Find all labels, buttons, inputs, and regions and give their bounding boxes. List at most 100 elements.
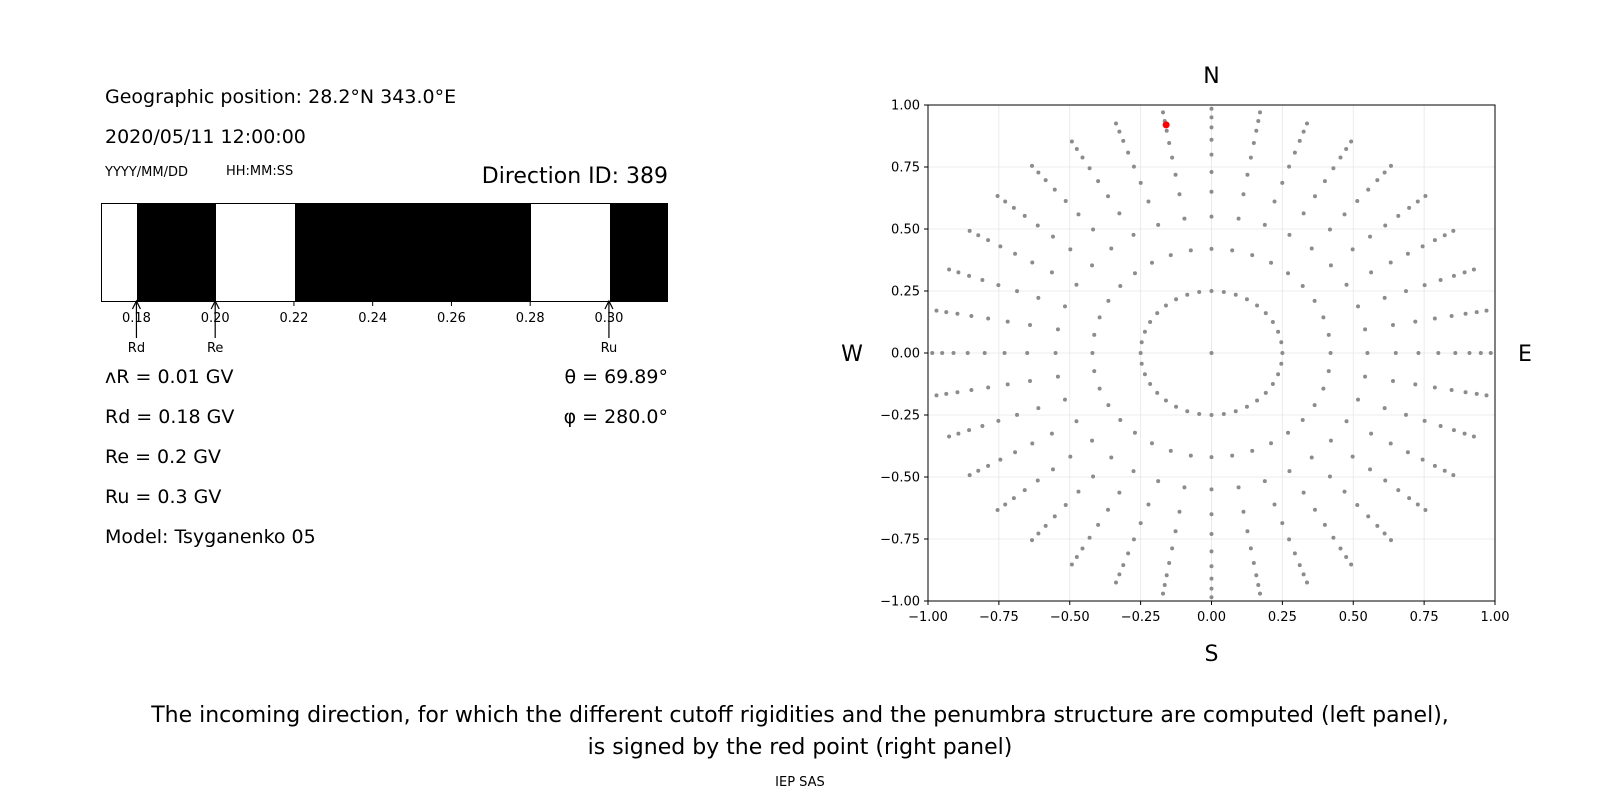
direction-point (1209, 455, 1214, 460)
direction-point (976, 233, 981, 238)
direction-point (1420, 457, 1425, 462)
direction-point (1245, 172, 1250, 177)
direction-point (1028, 378, 1033, 383)
direction-point (1049, 431, 1054, 436)
direction-point (1365, 351, 1370, 355)
direction-point (1279, 340, 1284, 345)
direction-point (1405, 251, 1410, 256)
direction-point (1438, 278, 1443, 283)
direction-point (1168, 448, 1173, 453)
direction-point (1241, 509, 1246, 514)
direction-point (1155, 311, 1160, 316)
direction-point (1396, 488, 1401, 493)
direction-point (1113, 580, 1118, 585)
direction-point (1344, 282, 1349, 287)
direction-point (1109, 246, 1114, 251)
direction-point (1148, 320, 1153, 324)
direction-point (1090, 438, 1095, 443)
direction-point (940, 351, 945, 355)
direction-point (1407, 205, 1412, 210)
direction-point (1087, 166, 1092, 171)
x-tick-label: −1.00 (908, 610, 948, 625)
direction-point (1096, 522, 1101, 527)
direction-point (1280, 521, 1285, 526)
direction-point (1162, 583, 1167, 588)
direction-point (1403, 412, 1408, 417)
direction-point (1413, 319, 1418, 324)
direction-point (1383, 223, 1388, 228)
direction-point (1161, 591, 1166, 596)
direction-point (1209, 351, 1214, 355)
direction-point (1126, 150, 1131, 155)
direction-point (1106, 194, 1111, 199)
datetime: 2020/05/11 12:00:00 (105, 126, 306, 148)
direction-point (980, 423, 985, 428)
direction-point (1250, 253, 1255, 258)
direction-point (1036, 531, 1041, 536)
direction-point (1022, 488, 1027, 493)
direction-point (1030, 441, 1035, 446)
direction-point (1363, 374, 1368, 379)
direction-point (1350, 454, 1355, 459)
direction-point (1300, 417, 1305, 422)
direction-point (1182, 216, 1187, 221)
y-tick-label: 0.50 (891, 223, 920, 238)
direction-point (1052, 187, 1057, 192)
direction-point (1236, 485, 1241, 490)
direction-point (1338, 546, 1343, 551)
direction-point (1403, 289, 1408, 294)
direction-point (1233, 409, 1238, 414)
direction-point (1131, 164, 1136, 169)
direction-point (1257, 591, 1262, 596)
direction-point (1484, 393, 1489, 398)
direction-point (1366, 514, 1371, 519)
direction-point (1121, 563, 1126, 568)
x-tick-label: 0.24 (358, 311, 387, 326)
direction-point (1063, 199, 1068, 204)
direction-point (1118, 284, 1123, 289)
direction-point (1149, 260, 1154, 265)
direction-point (1117, 490, 1122, 495)
direction-point (1423, 193, 1428, 198)
direction-point (1305, 121, 1310, 126)
direction-point (1331, 535, 1336, 540)
x-tick-label: 0.25 (1268, 610, 1297, 625)
direction-point (1368, 467, 1373, 472)
direction-point (1338, 155, 1343, 160)
direction-point (1062, 397, 1067, 402)
direction-point (1230, 453, 1235, 458)
direction-point (1292, 150, 1297, 155)
direction-point (986, 316, 991, 321)
direction-point (1055, 374, 1060, 379)
direction-point (1255, 303, 1260, 308)
x-tick-label: 0.26 (437, 311, 466, 326)
direction-point (1167, 561, 1172, 566)
direction-point (1043, 178, 1048, 183)
direction-point (1432, 238, 1437, 243)
direction-point (1248, 155, 1253, 160)
direction-point (1405, 450, 1410, 455)
direction-point (1415, 199, 1420, 204)
direction-point (934, 308, 939, 313)
direction-point (1221, 289, 1226, 294)
direction-point (1251, 140, 1256, 145)
direction-point (1390, 323, 1395, 328)
direction-point (1139, 361, 1144, 366)
direction-point (1432, 316, 1437, 321)
direction-point (1349, 562, 1354, 567)
direction-point (1279, 361, 1284, 366)
direction-point (1287, 232, 1292, 237)
direction-point (1080, 546, 1085, 551)
direction-point (1035, 478, 1040, 483)
direction-point (1209, 576, 1214, 581)
direction-point (1106, 298, 1111, 303)
x-tick-label: 0.22 (279, 311, 308, 326)
allowed-segment (531, 204, 610, 301)
y-tick-label: −1.00 (880, 595, 920, 610)
direction-point (944, 310, 949, 315)
direction-point (1117, 129, 1122, 134)
direction-point (1312, 507, 1317, 512)
compass-south: S (1205, 642, 1219, 667)
direction-point (1209, 289, 1214, 293)
direction-point (995, 508, 1000, 513)
